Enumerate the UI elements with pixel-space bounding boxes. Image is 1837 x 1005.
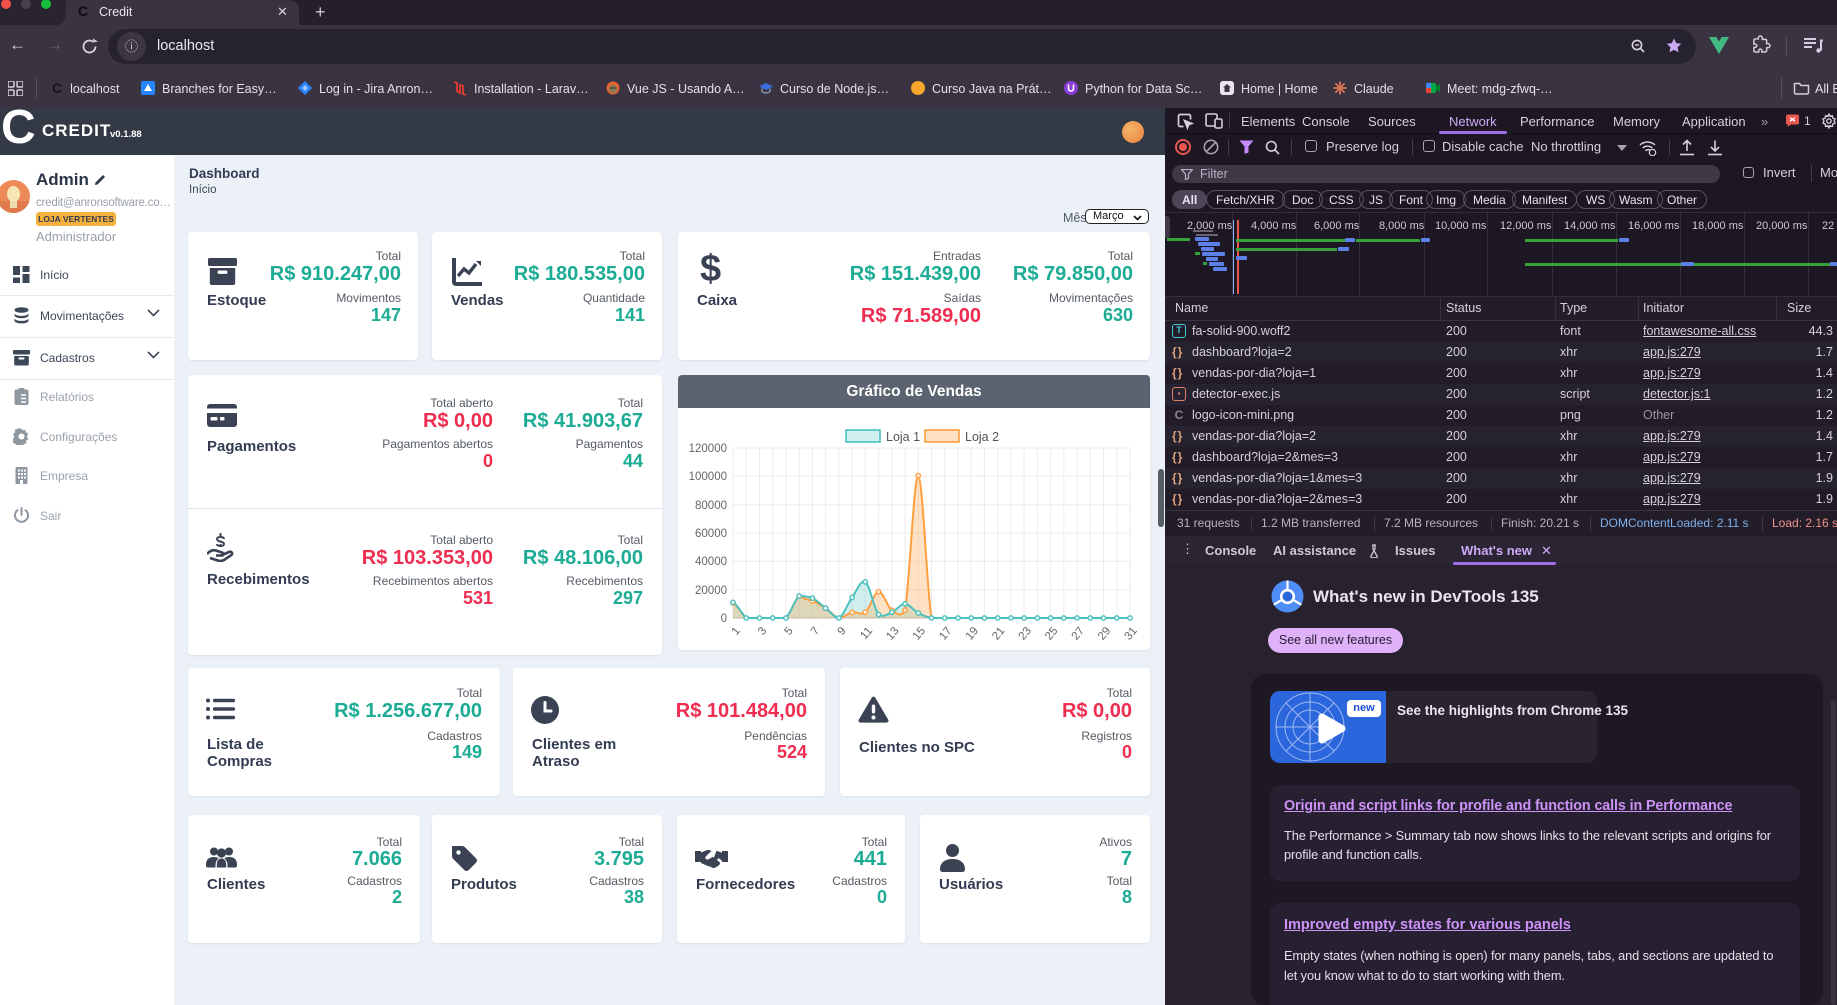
svg-text:27: 27: [1070, 625, 1087, 643]
svg-text:100000: 100000: [689, 471, 727, 483]
svg-text:31: 31: [1122, 625, 1139, 643]
svg-text:7: 7: [809, 625, 822, 638]
svg-text:0: 0: [721, 613, 727, 625]
svg-text:60000: 60000: [695, 528, 727, 540]
svg-text:40000: 40000: [695, 556, 727, 568]
svg-text:5: 5: [782, 625, 795, 638]
svg-text:21: 21: [990, 625, 1007, 643]
svg-text:9: 9: [835, 625, 848, 638]
svg-text:1: 1: [730, 625, 743, 638]
svg-text:19: 19: [964, 625, 981, 643]
svg-text:20000: 20000: [695, 585, 727, 597]
svg-text:13: 13: [884, 625, 901, 643]
svg-text:29: 29: [1096, 625, 1113, 643]
svg-text:11: 11: [858, 625, 875, 642]
svg-text:25: 25: [1043, 625, 1060, 643]
svg-text:120000: 120000: [689, 443, 727, 455]
svg-text:3: 3: [756, 625, 769, 638]
svg-text:15: 15: [911, 625, 928, 643]
svg-text:17: 17: [937, 625, 954, 643]
svg-text:80000: 80000: [695, 500, 727, 512]
svg-text:Loja 2: Loja 2: [965, 430, 999, 444]
svg-text:Loja 1: Loja 1: [886, 430, 920, 444]
svg-text:23: 23: [1017, 625, 1034, 643]
